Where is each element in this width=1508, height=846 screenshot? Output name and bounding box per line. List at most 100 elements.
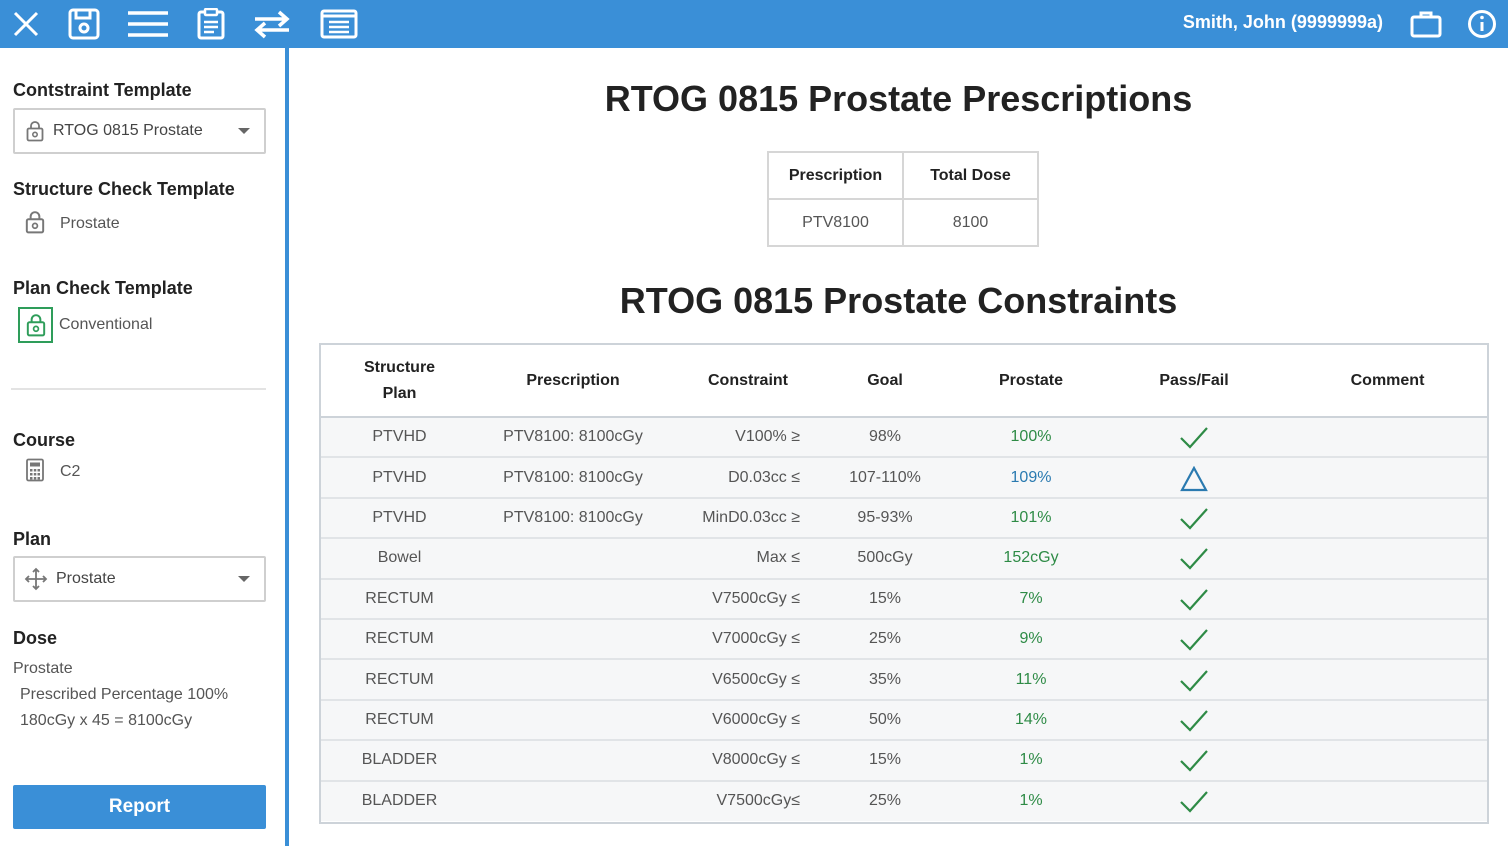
comment-cell bbox=[1288, 497, 1487, 540]
dose-name: Prostate bbox=[13, 660, 73, 677]
course-value: C2 bbox=[60, 463, 81, 480]
chevron-down-icon bbox=[238, 576, 250, 582]
table-row[interactable]: PTVHD PTV8100: 8100cGy MinD0.03cc ≥95-93% 1… bbox=[321, 497, 1487, 540]
save-icon[interactable] bbox=[66, 0, 102, 48]
checkmark-icon bbox=[1179, 508, 1209, 530]
table-row: PTV8100 8100 bbox=[767, 198, 1039, 247]
report-button[interactable]: Report bbox=[13, 785, 266, 829]
constraint-cell: V6500cGy ≤ bbox=[668, 659, 808, 701]
comment-cell bbox=[1288, 457, 1487, 499]
close-icon[interactable] bbox=[8, 0, 44, 48]
comment-cell bbox=[1288, 538, 1487, 580]
structure-check-label: Structure Check Template bbox=[13, 179, 235, 199]
status-cell bbox=[1100, 578, 1288, 620]
structure-cell: BLADDER bbox=[321, 780, 478, 821]
prescriptions-table: Prescription Total Dose PTV8100 8100 bbox=[767, 151, 1039, 247]
comment-cell bbox=[1288, 417, 1487, 459]
checkmark-icon bbox=[1179, 710, 1209, 732]
info-icon[interactable] bbox=[1464, 0, 1500, 48]
checkmark-icon bbox=[1179, 791, 1209, 813]
clipboard-icon[interactable] bbox=[194, 0, 228, 48]
menu-icon[interactable] bbox=[126, 0, 170, 48]
constraints-title: RTOG 0815 Prostate Constraints bbox=[619, 280, 1178, 321]
swap-icon[interactable] bbox=[250, 0, 294, 48]
goal-cell: 25% bbox=[808, 618, 962, 661]
structure-cell: RECTUM bbox=[321, 578, 478, 620]
prostate-value-cell: 1% bbox=[962, 780, 1100, 821]
checkmark-icon bbox=[1179, 750, 1209, 772]
column-header: Total Dose bbox=[902, 151, 1039, 200]
table-row[interactable]: RECTUM V7500cGy ≤15% 7% bbox=[321, 578, 1487, 620]
constraint-cell: D0.03cc ≤ bbox=[668, 457, 808, 499]
table-row[interactable]: RECTUM V7000cGy ≤25% 9% bbox=[321, 618, 1487, 661]
structure-cell: BLADDER bbox=[321, 740, 478, 782]
lock-icon bbox=[18, 307, 53, 343]
constraints-table: Structure Plan Prescription Constraint Go… bbox=[321, 345, 1487, 821]
plan-value: Prostate bbox=[56, 570, 116, 587]
status-cell bbox=[1100, 457, 1288, 499]
table-header-row: Structure Plan Prescription Constraint Go… bbox=[321, 345, 1487, 418]
table-row[interactable]: PTVHD PTV8100: 8100cGy D0.03cc ≤107-110% 10… bbox=[321, 457, 1487, 499]
table-row[interactable]: PTVHD PTV8100: 8100cGy V100% ≥98% 100% bbox=[321, 417, 1487, 459]
goal-cell: 107-110% bbox=[808, 457, 962, 499]
course-item[interactable]: C2 bbox=[24, 458, 80, 486]
prostate-value-cell: 109% bbox=[962, 457, 1100, 499]
goal-cell: 15% bbox=[808, 578, 962, 620]
table-row[interactable]: Bowel Max ≤500cGy 152cGy bbox=[321, 538, 1487, 580]
plan-check-value: Conventional bbox=[59, 316, 153, 333]
constraint-cell: V7000cGy ≤ bbox=[668, 618, 808, 661]
prescription-cell bbox=[478, 618, 668, 661]
structure-cell: PTVHD bbox=[321, 457, 478, 499]
briefcase-icon[interactable] bbox=[1408, 0, 1444, 48]
prescription-cell: PTV8100: 8100cGy bbox=[478, 417, 668, 459]
structure-cell: RECTUM bbox=[321, 659, 478, 701]
goal-cell: 98% bbox=[808, 417, 962, 459]
top-toolbar: Smith, John (9999999a) bbox=[0, 0, 1508, 48]
column-header-prescription: Prescription bbox=[478, 345, 668, 418]
column-header-structure-plan: Structure Plan bbox=[321, 345, 478, 418]
prescriptions-title: RTOG 0815 Prostate Prescriptions bbox=[604, 78, 1193, 119]
table-cell: PTV8100 bbox=[767, 198, 904, 247]
constraint-template-value: RTOG 0815 Prostate bbox=[53, 122, 203, 139]
checkmark-icon bbox=[1179, 589, 1209, 611]
table-row[interactable]: RECTUM V6000cGy ≤50% 14% bbox=[321, 699, 1487, 742]
prescription-cell bbox=[478, 740, 668, 782]
header-plan: Plan bbox=[382, 384, 417, 402]
column-header-constraint: Constraint bbox=[668, 345, 808, 418]
plan-check-item[interactable]: Conventional bbox=[18, 307, 152, 343]
prescription-cell: PTV8100: 8100cGy bbox=[478, 497, 668, 540]
prescription-cell bbox=[478, 659, 668, 701]
divider bbox=[11, 388, 266, 390]
goal-cell: 25% bbox=[808, 780, 962, 821]
prostate-value-cell: 7% bbox=[962, 578, 1100, 620]
prostate-value-cell: 11% bbox=[962, 659, 1100, 701]
table-row[interactable]: BLADDER V8000cGy ≤15% 1% bbox=[321, 740, 1487, 782]
constraint-cell: V100% ≥ bbox=[668, 417, 808, 459]
prescription-cell bbox=[478, 578, 668, 620]
lock-icon bbox=[25, 120, 45, 147]
list-icon[interactable] bbox=[318, 0, 360, 48]
plan-select[interactable]: Prostate bbox=[13, 556, 266, 602]
user-name: Smith, John (9999999a) bbox=[1182, 12, 1383, 32]
table-row[interactable]: RECTUM V6500cGy ≤35% 11% bbox=[321, 659, 1487, 701]
dose-percentage: Prescribed Percentage 100% bbox=[20, 686, 229, 703]
table-header-row: Prescription Total Dose bbox=[767, 151, 1039, 200]
status-cell bbox=[1100, 538, 1288, 580]
column-header: Prescription bbox=[767, 151, 904, 200]
goal-cell: 15% bbox=[808, 740, 962, 782]
prescription-cell bbox=[478, 538, 668, 580]
comment-cell bbox=[1288, 740, 1487, 782]
structure-cell: RECTUM bbox=[321, 618, 478, 661]
comment-cell bbox=[1288, 699, 1487, 742]
plan-check-label: Plan Check Template bbox=[13, 278, 193, 298]
comment-cell bbox=[1288, 780, 1487, 821]
constraint-template-select[interactable]: RTOG 0815 Prostate bbox=[13, 108, 266, 154]
constraint-template-label: Contstraint Template bbox=[13, 80, 192, 100]
comment-cell bbox=[1288, 618, 1487, 661]
table-row[interactable]: BLADDER V7500cGy≤ 25% 1% bbox=[321, 780, 1487, 821]
structure-check-item[interactable]: Prostate bbox=[24, 210, 120, 238]
comment-cell bbox=[1288, 659, 1487, 701]
constraint-cell: V7500cGy ≤ bbox=[668, 578, 808, 620]
constraint-cell: Max ≤ bbox=[668, 538, 808, 580]
prostate-value-cell: 14% bbox=[962, 699, 1100, 742]
